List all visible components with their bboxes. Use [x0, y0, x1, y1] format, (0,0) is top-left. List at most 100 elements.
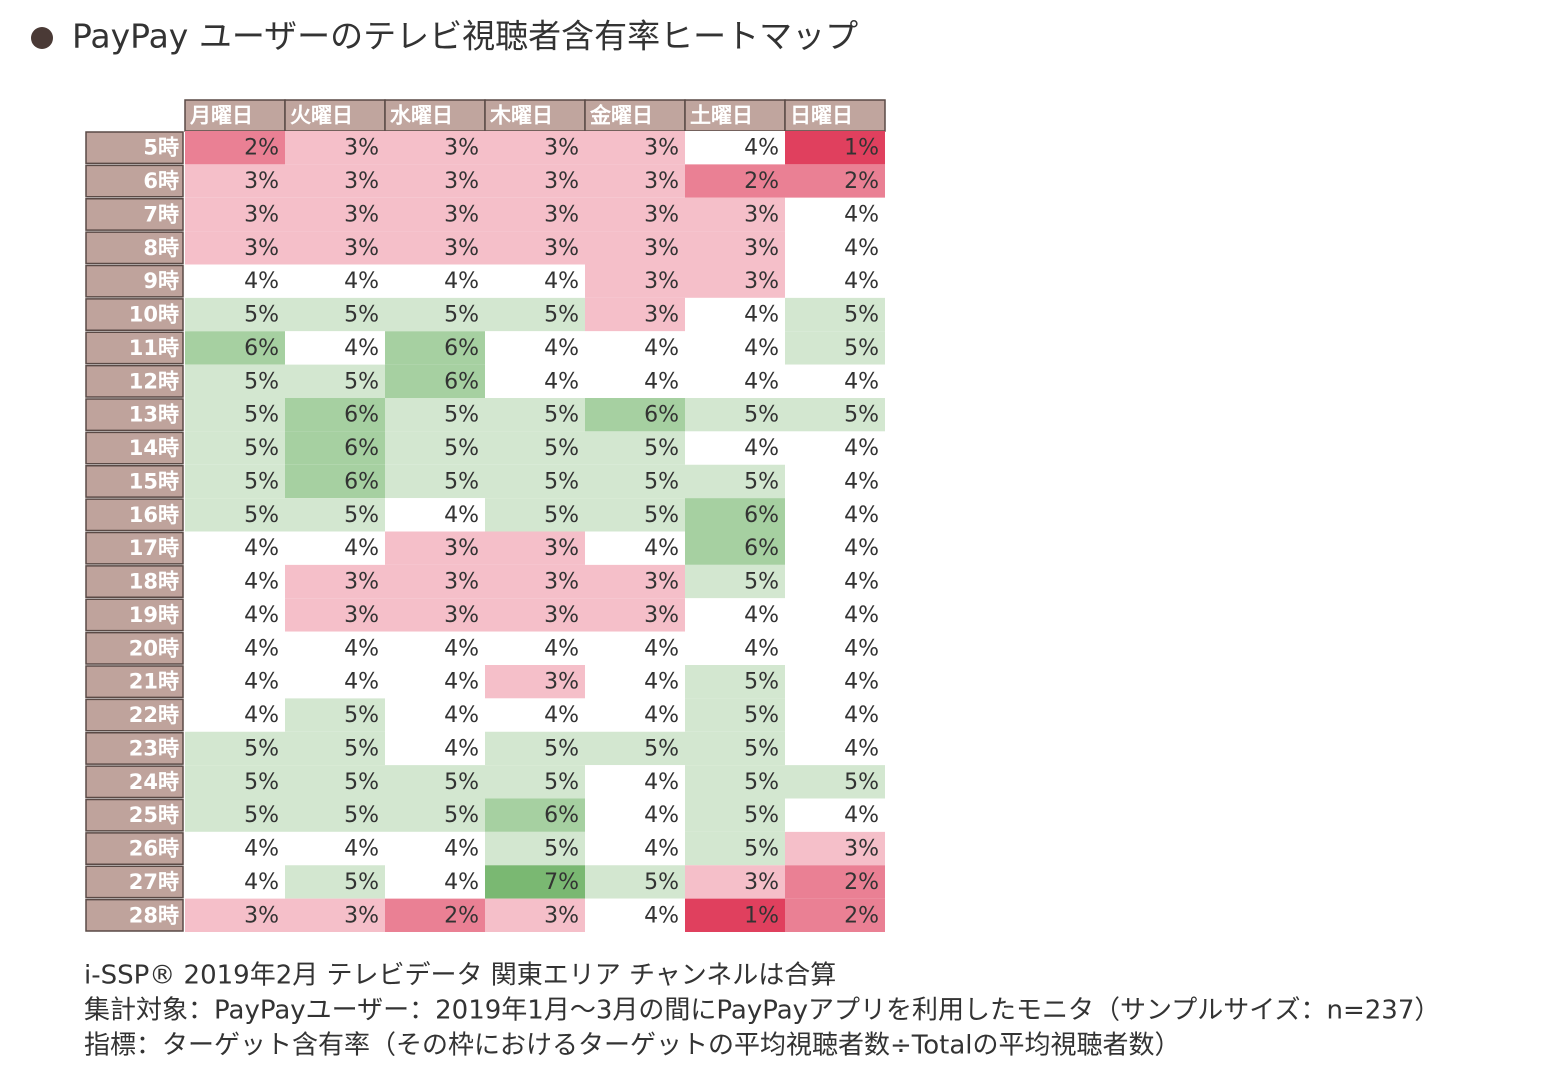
row-header: 21時	[129, 670, 179, 694]
cell-label: 6%	[744, 503, 779, 528]
heatmap-cell	[385, 364, 485, 398]
cell-label: 3%	[444, 536, 479, 561]
heatmap-cell	[485, 131, 585, 165]
cell-label: 5%	[244, 303, 279, 328]
cell-label: 4%	[444, 503, 479, 528]
cell-label: 4%	[444, 736, 479, 761]
heatmap-cell	[185, 197, 285, 232]
cell-label: 6%	[644, 403, 679, 428]
cell-label: 4%	[844, 803, 879, 828]
heatmap-cell	[485, 665, 585, 699]
heatmap-cell	[585, 898, 685, 932]
cell-label: 4%	[244, 636, 279, 661]
cell-label: 4%	[844, 503, 879, 528]
cell-label: 5%	[244, 403, 279, 428]
heatmap-cell	[785, 131, 885, 165]
cell-label: 5%	[744, 670, 779, 695]
heatmap-cell	[685, 364, 785, 398]
cell-label: 4%	[644, 837, 679, 862]
cell-label: 4%	[844, 603, 879, 628]
cell-label: 5%	[644, 736, 679, 761]
cell-label: 2%	[444, 903, 479, 928]
cell-label: 3%	[244, 169, 279, 194]
cell-label: 5%	[244, 436, 279, 461]
cell-label: 5%	[444, 770, 479, 795]
cell-label: 2%	[844, 903, 879, 928]
cell-label: 4%	[644, 770, 679, 795]
cell-label: 5%	[444, 403, 479, 428]
cell-label: 4%	[444, 703, 479, 728]
cell-label: 3%	[344, 169, 379, 194]
row-header-bg	[85, 565, 184, 598]
heatmap-cell	[585, 231, 685, 265]
cell-label: 3%	[244, 903, 279, 928]
cell-label: 4%	[844, 636, 879, 661]
cell-label: 3%	[344, 136, 379, 161]
note: i-SSP® 2019年2月 テレビデータ 関東エリア チャンネルは合算	[84, 961, 836, 991]
heatmap-cell	[785, 898, 885, 932]
heatmap-cell	[385, 197, 485, 232]
heatmap-cell	[585, 698, 685, 732]
heatmap-cell	[485, 765, 585, 799]
heatmap-cell	[385, 498, 485, 532]
heatmap-cell	[285, 865, 385, 899]
heatmap-cell	[185, 798, 285, 832]
cell-label: 5%	[744, 469, 779, 494]
cell-label: 5%	[644, 469, 679, 494]
cell-label: 3%	[444, 169, 479, 194]
heatmap-cell	[585, 731, 685, 766]
cell-label: 4%	[444, 837, 479, 862]
row-header-bg	[85, 698, 184, 732]
cell-label: 5%	[844, 336, 879, 361]
heatmap-cell	[585, 431, 685, 465]
cell-label: 4%	[444, 870, 479, 895]
heatmap-cell	[185, 865, 285, 899]
heatmap-cell	[485, 464, 585, 499]
heatmap-cell	[185, 431, 285, 465]
title-bullet	[31, 27, 53, 49]
heatmap-cell	[685, 631, 785, 665]
row-header: 24時	[129, 770, 179, 794]
cell-label: 3%	[544, 603, 579, 628]
heatmap-cell	[785, 297, 885, 332]
heatmap-cell	[385, 731, 485, 766]
heatmap-cell	[285, 464, 385, 499]
heatmap-cell	[785, 164, 885, 198]
heatmap-cell	[585, 765, 685, 799]
cell-label: 5%	[544, 436, 579, 461]
cell-label: 4%	[244, 870, 279, 895]
heatmap-cell	[285, 231, 385, 265]
heatmap-cell	[685, 898, 785, 932]
heatmap-cell	[785, 798, 885, 832]
heatmap-cell	[785, 498, 885, 532]
row-header: 10時	[129, 303, 179, 327]
row-header: 9時	[143, 269, 179, 293]
heatmap-cell	[185, 831, 285, 866]
cell-label: 4%	[844, 369, 879, 394]
heatmap-cell	[385, 398, 485, 432]
heatmap-cell	[685, 297, 785, 332]
heatmap-cell	[185, 765, 285, 799]
cell-label: 3%	[644, 303, 679, 328]
cell-label: 4%	[244, 703, 279, 728]
heatmap-cell	[185, 331, 285, 365]
cell-label: 4%	[344, 837, 379, 862]
heatmap-cell	[485, 264, 585, 298]
row-header-bg	[85, 331, 184, 365]
heatmap-cell	[585, 164, 685, 198]
cell-label: 4%	[244, 570, 279, 595]
cell-label: 5%	[544, 837, 579, 862]
heatmap-cell	[785, 231, 885, 265]
heatmap-cell	[785, 331, 885, 365]
note: 集計対象：PayPayユーザー：2019年1月～3月の間にPayPayアプリを利…	[84, 996, 1440, 1026]
heatmap-cell	[385, 331, 485, 365]
heatmap-cell	[585, 131, 685, 165]
cell-label: 3%	[744, 870, 779, 895]
cell-label: 7%	[544, 870, 579, 895]
row-header: 14時	[129, 436, 179, 460]
heatmap-cell	[585, 364, 685, 398]
heatmap-cell	[285, 698, 385, 732]
heatmap-cell	[585, 665, 685, 699]
column-header: 火曜日	[290, 104, 353, 128]
heatmap-cell	[485, 564, 585, 599]
